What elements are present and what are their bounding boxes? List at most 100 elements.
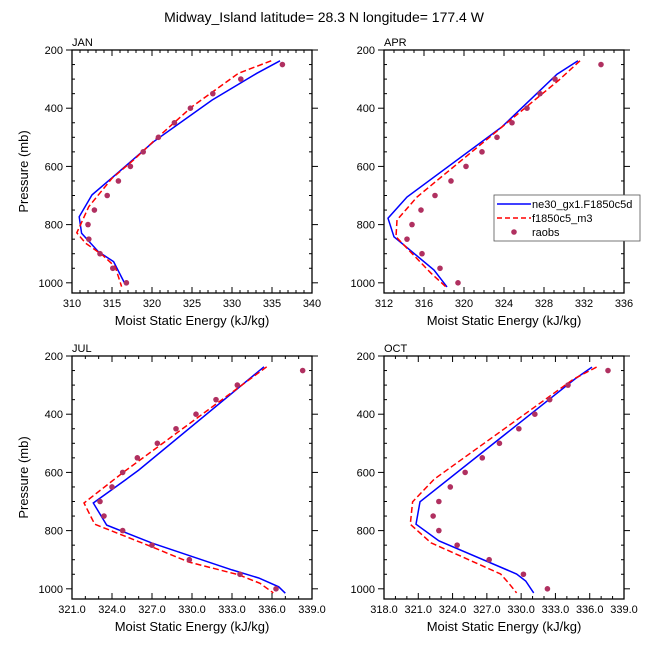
- raobs-point: [119, 527, 126, 534]
- raobs-point: [85, 221, 91, 228]
- x-tick-label: 333.0: [542, 604, 570, 616]
- raobs-point: [171, 119, 178, 126]
- x-axis-label: Moist Static Energy (kJ/kg): [115, 619, 270, 634]
- raobs-point: [237, 571, 243, 578]
- raobs-point: [238, 76, 244, 82]
- raobs-point: [97, 250, 103, 257]
- raobs-point: [436, 527, 442, 534]
- raobs-point: [437, 265, 443, 272]
- x-ticks: [383, 356, 625, 599]
- raobs-point: [149, 542, 155, 548]
- raobs-point: [213, 396, 219, 403]
- raobs-point: [455, 280, 461, 286]
- raobs-point: [546, 396, 553, 403]
- y-tick-label: 400: [357, 409, 375, 421]
- raobs-point: [520, 571, 527, 578]
- raobs-markers: [404, 61, 604, 286]
- raobs-point: [430, 513, 436, 519]
- y-tick-label: 400: [357, 103, 375, 115]
- plot-frame: [383, 49, 625, 294]
- raobs-point: [486, 556, 492, 563]
- x-tick-label: 321.0: [405, 604, 433, 616]
- y-tick-label: 1000: [39, 278, 63, 290]
- y-tick-label: 200: [357, 45, 375, 57]
- raobs-point: [123, 280, 130, 286]
- panel-label: OCT: [384, 343, 408, 355]
- x-tick-label: 336: [615, 298, 633, 310]
- raobs-point: [565, 382, 571, 388]
- ne30-gx1-line: [415, 366, 593, 594]
- x-axis-label: Moist Static Energy (kJ/kg): [427, 619, 582, 634]
- raobs-markers: [85, 61, 286, 286]
- x-tick-label: 330.0: [507, 604, 535, 616]
- x-tick-label: 332: [575, 298, 593, 310]
- panel-apr: APR 312 316 320 324 328 332 336 200 400 600 800 1000…: [351, 37, 634, 328]
- raobs-point: [509, 119, 515, 126]
- figure-title: Midway_Island latitude= 28.3 N longitude…: [164, 9, 485, 25]
- raobs-point: [552, 76, 558, 82]
- raobs-point: [86, 236, 92, 242]
- raobs-point: [279, 61, 286, 68]
- raobs-point: [409, 221, 415, 228]
- x-tick-label: 324.0: [439, 604, 467, 616]
- raobs-point: [119, 469, 126, 476]
- y-tick-label: 800: [45, 220, 63, 232]
- x-tick-label: 324.0: [98, 604, 126, 616]
- x-tick-label: 339.0: [610, 604, 638, 616]
- x-ticks: [71, 50, 313, 293]
- raobs-markers: [97, 367, 306, 592]
- f1850c5-m3-line: [83, 366, 274, 594]
- x-ticks: [383, 50, 625, 293]
- ne30-gx1-line: [92, 366, 286, 594]
- raobs-point: [234, 382, 241, 388]
- f1850c5-m3-line: [75, 60, 272, 287]
- x-tick-label: 335: [263, 298, 281, 310]
- y-tick-label: 200: [45, 45, 63, 57]
- y-tick-label: 1000: [39, 584, 63, 596]
- x-tick-label: 324: [495, 298, 513, 310]
- x-tick-label: 320: [455, 298, 473, 310]
- raobs-point: [448, 178, 454, 184]
- raobs-point: [404, 236, 410, 242]
- y-tick-label: 1000: [351, 584, 375, 596]
- legend-label: f1850c5_m3: [532, 213, 593, 225]
- panels: JAN 310 315 320 325 330 335 340 200 400 600 800 1000…: [16, 37, 641, 634]
- y-tick-label: 600: [45, 467, 63, 479]
- x-tick-label: 336.0: [576, 604, 604, 616]
- x-tick-label: 336.0: [258, 604, 286, 616]
- panel-label: JAN: [72, 37, 93, 49]
- raobs-point: [532, 411, 538, 418]
- raobs-point: [479, 149, 485, 155]
- x-tick-label: 339.0: [298, 604, 326, 616]
- raobs-point: [127, 163, 134, 170]
- x-tick-label: 327.0: [473, 604, 501, 616]
- x-tick-label: 328: [535, 298, 553, 310]
- x-tick-label: 325: [183, 298, 201, 310]
- raobs-point: [173, 425, 179, 432]
- y-tick-label: 200: [357, 351, 375, 363]
- panel-jan: JAN 310 315 320 325 330 335 340 200 400 600 800 1000…: [16, 37, 321, 328]
- raobs-point: [418, 207, 424, 213]
- raobs-point: [97, 498, 103, 505]
- raobs-point: [462, 469, 468, 476]
- x-axis-label: Moist Static Energy (kJ/kg): [427, 313, 582, 328]
- panel-jul: JUL 321.0 324.0 327.0 330.0 333.0 336.0 339.0 20…: [16, 343, 326, 634]
- y-tick-label: 200: [45, 351, 63, 363]
- y-ticks: [378, 49, 630, 284]
- raobs-point: [91, 207, 98, 213]
- y-ticks: [66, 49, 318, 284]
- y-tick-label: 800: [357, 220, 375, 232]
- raobs-point: [193, 411, 199, 418]
- x-tick-label: 333.0: [218, 604, 246, 616]
- y-ticks: [66, 355, 318, 590]
- ne30-gx1-line: [387, 60, 579, 288]
- series-group: [387, 60, 604, 288]
- y-tick-label: 800: [45, 526, 63, 538]
- y-axis-label: Pressure (mb): [16, 130, 31, 212]
- raobs-point: [419, 250, 425, 257]
- raobs-point: [494, 134, 500, 141]
- y-axis-label: Pressure (mb): [16, 436, 31, 518]
- y-tick-label: 400: [45, 409, 63, 421]
- raobs-point: [598, 61, 604, 68]
